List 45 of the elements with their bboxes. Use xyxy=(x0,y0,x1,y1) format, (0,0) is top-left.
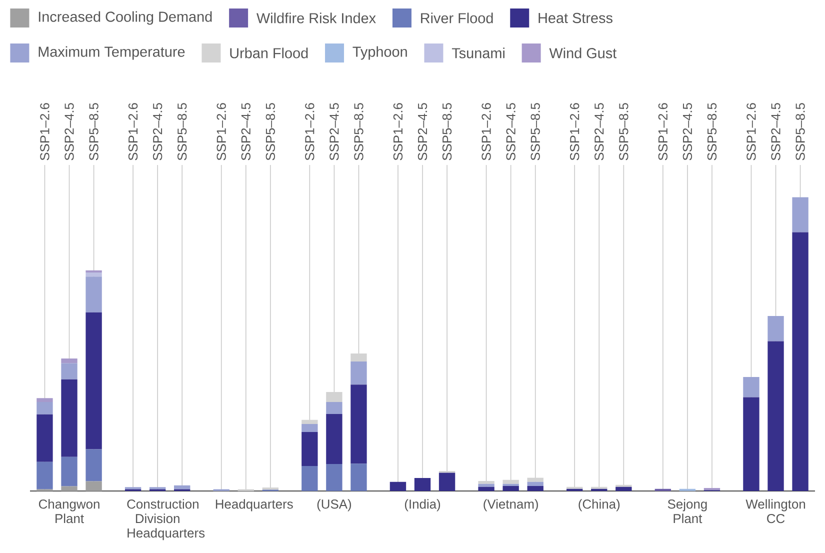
x-tick-label: SSP5–8.5 xyxy=(619,103,628,160)
legend-label: Typhoon xyxy=(352,46,407,60)
x-tick-label: SSP1–2.6 xyxy=(128,103,138,160)
legend-label: Tsunami xyxy=(452,48,504,58)
legend-label: Wildfire Risk Index xyxy=(256,12,376,24)
x-tick-label: SSP5–8.5 xyxy=(178,103,187,160)
legend-label: Increased Cooling Demand xyxy=(38,11,212,25)
legend-label: Wind Gust xyxy=(549,48,617,58)
x-tick-label: SSP2–4.5 xyxy=(682,103,692,160)
x-tick-label: SSP2–4.5 xyxy=(594,103,604,160)
x-tick-label: SSP1–2.6 xyxy=(746,103,756,160)
x-tick-label: SSP2–4.5 xyxy=(330,103,339,160)
legend-label: Heat Stress xyxy=(538,12,612,24)
x-tick-label: SSP5–8.5 xyxy=(796,103,805,160)
x-tick-label: SSP1–2.6 xyxy=(305,103,314,160)
x-tick-label: SSP2–4.5 xyxy=(506,103,516,160)
legend-label: Urban Flood xyxy=(230,48,308,58)
x-tick-label: SSP5–8.5 xyxy=(442,103,452,160)
text: Sejong Plant xyxy=(668,499,707,524)
x-tick-label: SSP1–2.6 xyxy=(40,103,50,160)
x-tick-label: SSP5–8.5 xyxy=(530,103,540,160)
x-tick-label: SSP1–2.6 xyxy=(658,103,668,160)
x-tick-label: SSP2–4.5 xyxy=(64,103,74,160)
text: Wellington CC xyxy=(746,499,806,524)
x-tick-label: SSP5–8.5 xyxy=(354,103,364,160)
text: (Vietnam) xyxy=(484,499,538,512)
text: (USA) xyxy=(317,499,352,512)
legend-label: River Flood xyxy=(421,12,493,24)
text: Changwon Plant xyxy=(38,499,100,524)
x-tick-label: SSP5–8.5 xyxy=(89,103,98,160)
text: (India) xyxy=(404,499,440,512)
x-tick-label: SSP2–4.5 xyxy=(152,103,162,160)
x-tick-label: SSP5–8.5 xyxy=(707,103,717,160)
legend-label: Maximum Temperature xyxy=(38,46,185,60)
x-tick-label: SSP1–2.6 xyxy=(482,103,491,160)
text: Headquarters xyxy=(216,499,293,512)
x-tick-label: SSP5–8.5 xyxy=(266,103,275,160)
text: (China) xyxy=(578,499,620,512)
x-tick-label: SSP1–2.6 xyxy=(216,103,226,160)
x-tick-label: SSP1–2.6 xyxy=(393,103,403,160)
text: Construction Division Headquarters xyxy=(127,499,205,540)
x-tick-label: SSP2–4.5 xyxy=(418,103,428,160)
x-tick-label: SSP2–4.5 xyxy=(241,103,250,160)
x-tick-label: SSP2–4.5 xyxy=(771,103,780,160)
x-tick-label: SSP1–2.6 xyxy=(570,103,580,160)
